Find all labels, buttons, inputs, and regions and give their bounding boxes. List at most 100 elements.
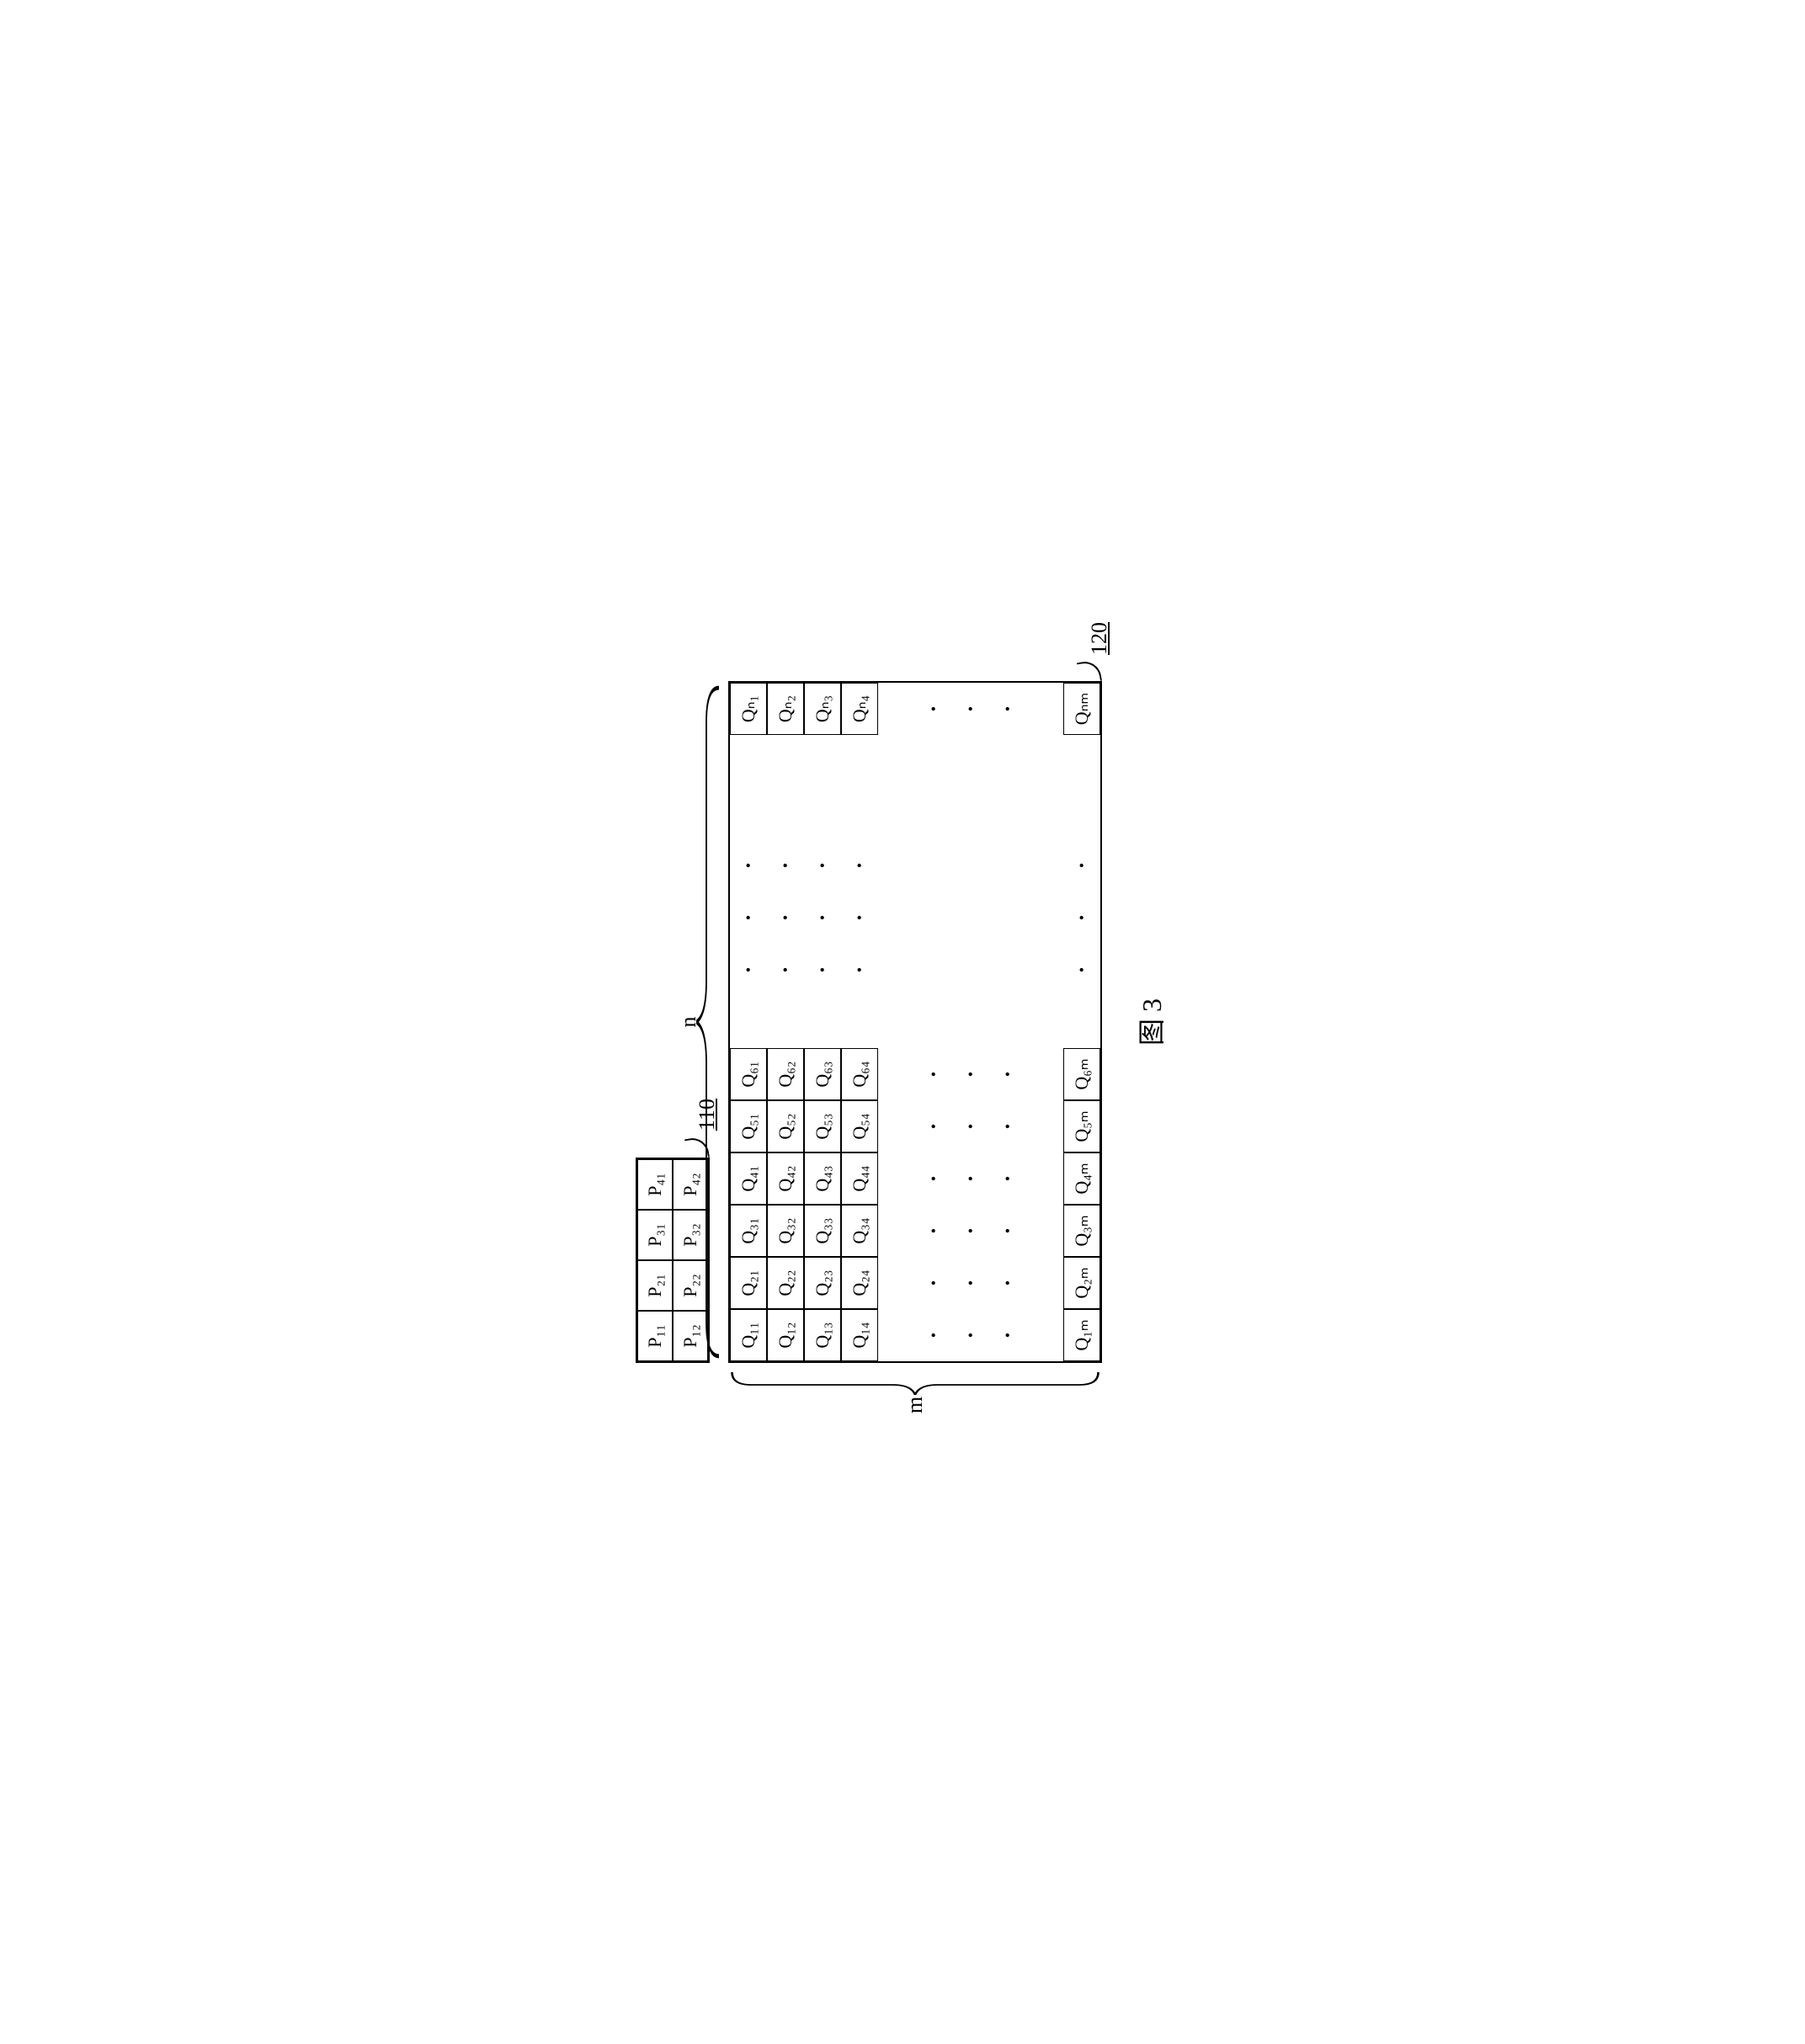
empty-cell: [915, 944, 952, 996]
empty-cell: [804, 787, 841, 839]
ellipsis-dot: [952, 1309, 989, 1361]
empty-cell: [989, 944, 1026, 996]
q-cell: Q₄ₘ: [1063, 1152, 1100, 1205]
ellipsis-dot: [989, 1100, 1026, 1152]
q-cell: Q₅₂: [767, 1100, 804, 1152]
brace-m: [728, 1370, 1102, 1395]
ellipsis-dot: [1063, 944, 1100, 996]
empty-cell: [1063, 996, 1100, 1048]
ellipsis-dot: [804, 839, 841, 892]
empty-cell: [915, 996, 952, 1048]
empty-cell: [1026, 996, 1063, 1048]
ellipsis-dot: [989, 1048, 1026, 1100]
ellipsis-dot: [841, 839, 878, 892]
empty-cell: [841, 787, 878, 839]
empty-cell: [878, 1048, 915, 1100]
q-cell: Q₂ₘ: [1063, 1257, 1100, 1309]
ellipsis-dot: [730, 839, 767, 892]
empty-cell: [878, 1100, 915, 1152]
empty-cell: [730, 787, 767, 839]
empty-cell: [1026, 787, 1063, 839]
empty-cell: [804, 996, 841, 1048]
ellipsis-dot: [915, 1309, 952, 1361]
q-cell: Q₂₁: [730, 1257, 767, 1309]
n-dimension-label: n: [676, 1017, 701, 1028]
empty-cell: [730, 735, 767, 787]
ellipsis-dot: [915, 683, 952, 735]
q-cell: Q₅₁: [730, 1100, 767, 1152]
empty-cell: [878, 839, 915, 892]
p-cell: P₃₁: [637, 1210, 673, 1260]
q-cell: Qₙ₃: [804, 683, 841, 735]
ellipsis-dot: [952, 683, 989, 735]
ellipsis-dot: [952, 1257, 989, 1309]
q-cell: Q₁₃: [804, 1309, 841, 1361]
q-cell: Q₆₁: [730, 1048, 767, 1100]
q-cell: Q₁₁: [730, 1309, 767, 1361]
ellipsis-dot: [989, 1205, 1026, 1257]
empty-cell: [730, 996, 767, 1048]
empty-cell: [952, 996, 989, 1048]
ellipsis-dot: [989, 683, 1026, 735]
empty-cell: [767, 787, 804, 839]
ellipsis-dot: [841, 944, 878, 996]
empty-cell: [1026, 1048, 1063, 1100]
empty-cell: [1026, 839, 1063, 892]
empty-cell: [878, 787, 915, 839]
q-cell: Q₆ₘ: [1063, 1048, 1100, 1100]
q-cell: Q₅₄: [841, 1100, 878, 1152]
empty-cell: [841, 735, 878, 787]
empty-cell: [804, 735, 841, 787]
empty-cell: [989, 892, 1026, 944]
q-cell: Q₃₂: [767, 1205, 804, 1257]
empty-cell: [952, 839, 989, 892]
ellipsis-dot: [915, 1205, 952, 1257]
ellipsis-dot: [915, 1100, 952, 1152]
ellipsis-dot: [952, 1048, 989, 1100]
q-cell: Q₂₂: [767, 1257, 804, 1309]
figure-caption: 图 3: [1131, 681, 1169, 1363]
ellipsis-dot: [841, 892, 878, 944]
ref-label-120: 120: [1087, 622, 1112, 655]
ellipsis-dot: [952, 1205, 989, 1257]
empty-cell: [1026, 735, 1063, 787]
empty-cell: [878, 735, 915, 787]
empty-cell: [989, 996, 1026, 1048]
empty-cell: [1063, 787, 1100, 839]
ellipsis-dot: [804, 892, 841, 944]
empty-cell: [878, 944, 915, 996]
q-cell: Q₆₃: [804, 1048, 841, 1100]
empty-cell: [952, 892, 989, 944]
empty-cell: [767, 996, 804, 1048]
q-cell: Q₆₄: [841, 1048, 878, 1100]
empty-cell: [989, 735, 1026, 787]
ellipsis-dot: [989, 1152, 1026, 1205]
empty-cell: [915, 892, 952, 944]
q-cell: Q₁₄: [841, 1309, 878, 1361]
empty-cell: [952, 787, 989, 839]
q-cell: Q₃₁: [730, 1205, 767, 1257]
ellipsis-dot: [915, 1048, 952, 1100]
m-dimension-label: m: [902, 1397, 928, 1413]
empty-cell: [952, 944, 989, 996]
empty-cell: [989, 787, 1026, 839]
ellipsis-dot: [915, 1257, 952, 1309]
empty-cell: [1026, 1100, 1063, 1152]
ellipsis-dot: [915, 1152, 952, 1205]
q-cell: Q₄₄: [841, 1152, 878, 1205]
empty-cell: [1026, 944, 1063, 996]
empty-cell: [1026, 1152, 1063, 1205]
empty-cell: [989, 839, 1026, 892]
ellipsis-dot: [989, 1309, 1026, 1361]
empty-cell: [767, 735, 804, 787]
figure-container: P₁₁P₂₁P₃₁P₄₁P₁₂P₂₂P₃₂P₄₂ 110 n m Q₁₁Q₂₁Q…: [636, 681, 1169, 1363]
ellipsis-dot: [730, 944, 767, 996]
empty-cell: [915, 839, 952, 892]
q-cell: Q₅₃: [804, 1100, 841, 1152]
q-cell: Q₄₃: [804, 1152, 841, 1205]
ellipsis-dot: [1063, 892, 1100, 944]
q-cell: Q₆₂: [767, 1048, 804, 1100]
q-cell: Q₄₁: [730, 1152, 767, 1205]
ellipsis-dot: [767, 892, 804, 944]
empty-cell: [1026, 1205, 1063, 1257]
